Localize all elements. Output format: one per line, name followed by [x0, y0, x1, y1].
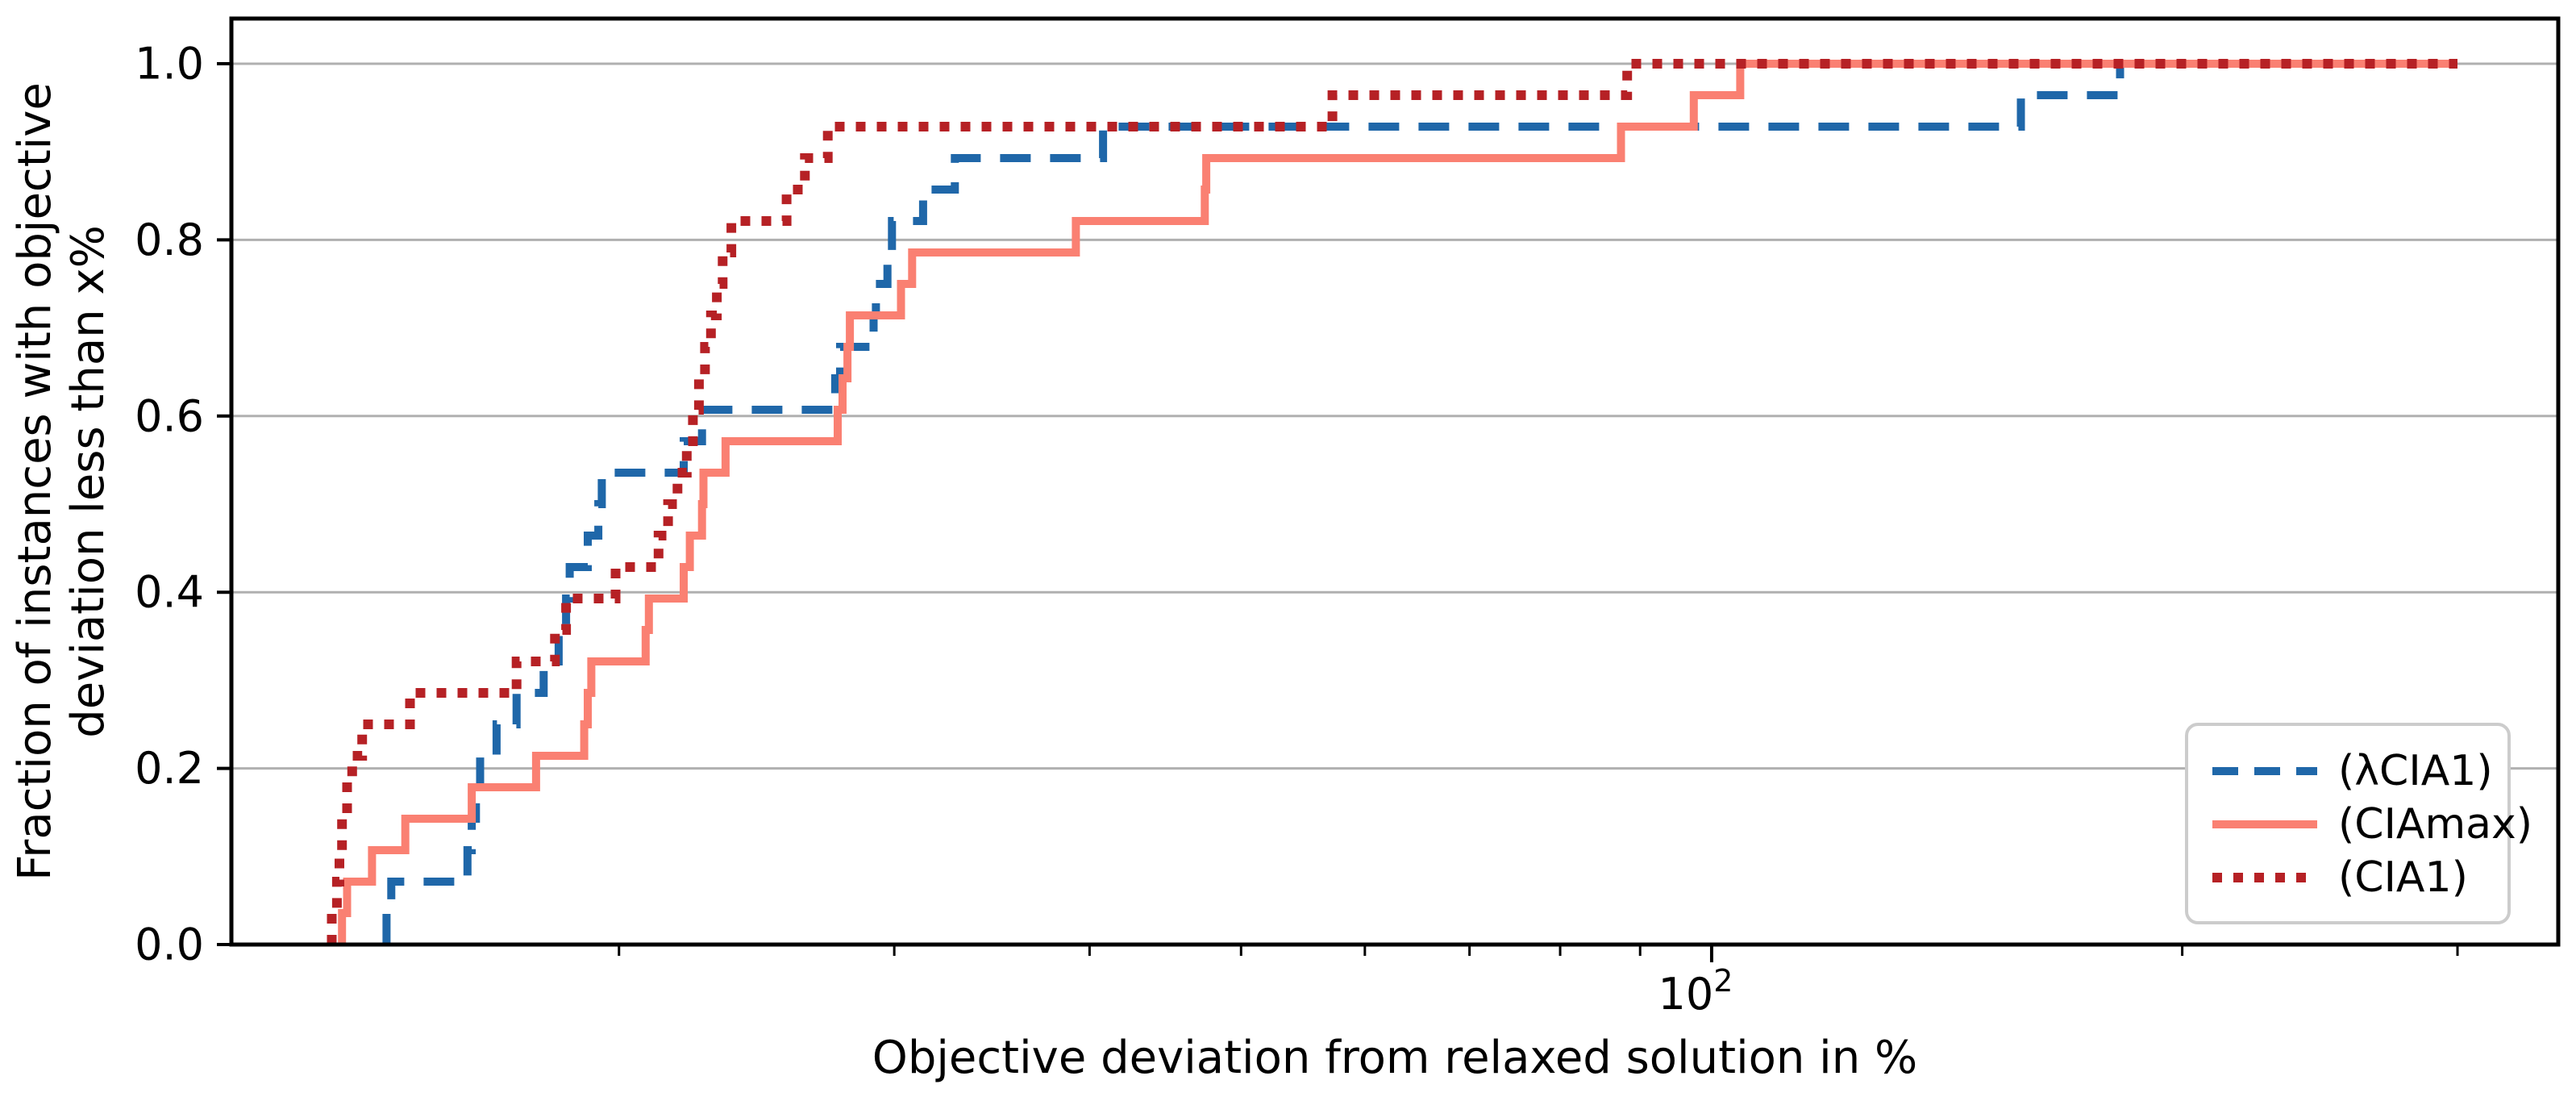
x-axis-label: Objective deviation from relaxed solutio…	[872, 1032, 1918, 1084]
y-tick-label: 0.8	[135, 215, 204, 265]
series-line-(CIA1)	[327, 59, 2457, 945]
x-tick-label: 102	[1658, 963, 1733, 1020]
y-axis-label-line2: deviation less than x%	[62, 225, 114, 738]
plot-border	[229, 16, 2561, 947]
y-tick-label: 0.2	[135, 743, 204, 794]
legend-label: (λCIA1)	[2338, 747, 2493, 795]
y-tick-label: 1.0	[135, 39, 204, 90]
y-tick-label: 0.6	[135, 390, 204, 441]
y-tick-label: 0.4	[135, 567, 204, 618]
y-tick-label: 0.0	[135, 920, 204, 970]
legend-label: (CIAmax)	[2338, 800, 2532, 849]
legend-label: (CIA1)	[2338, 853, 2468, 902]
series-line-(CIAmax)	[338, 60, 2457, 945]
y-axis-label-line1: Fraction of instances with objective	[9, 82, 61, 881]
